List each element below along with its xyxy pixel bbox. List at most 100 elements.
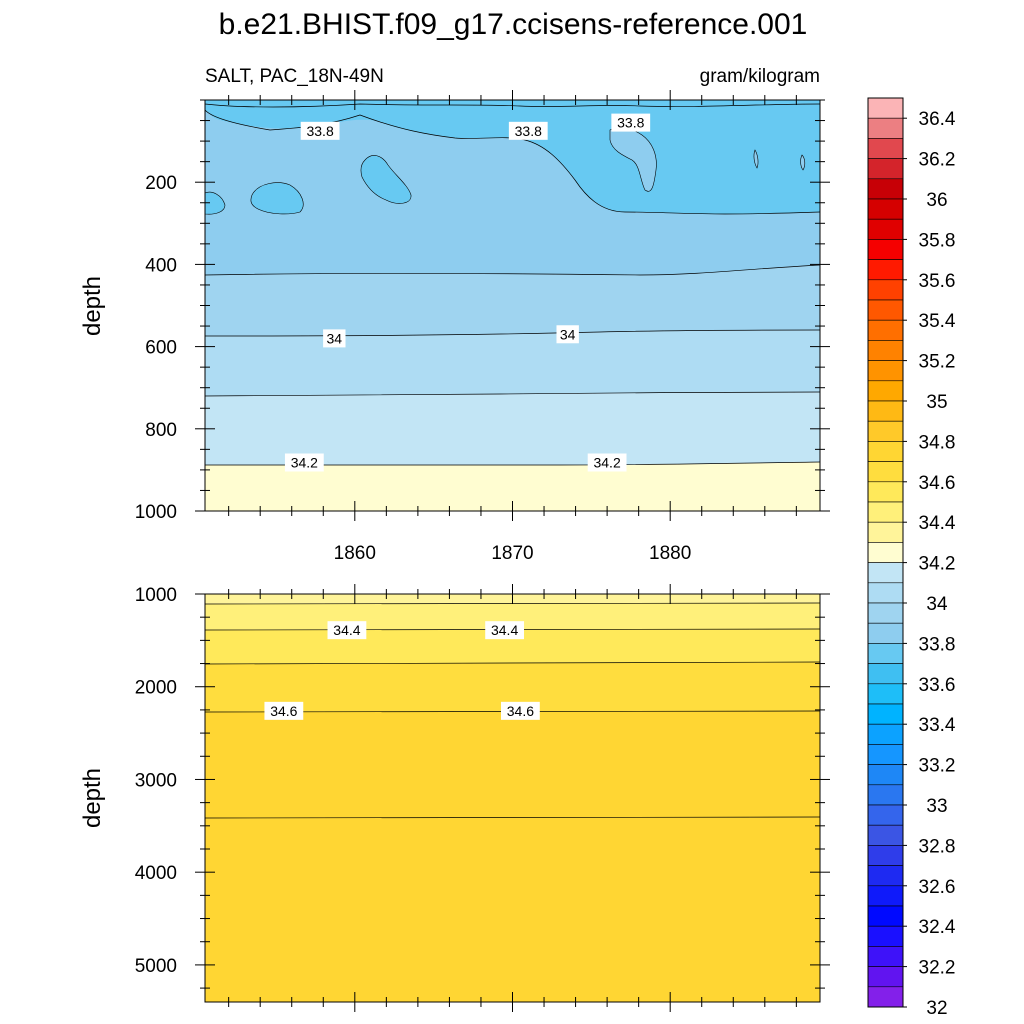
colorbar-label: 35 (926, 392, 947, 413)
contour-label-box (284, 453, 324, 472)
colorbar-swatch (867, 117, 904, 139)
colorbar-swatch (867, 824, 904, 846)
upper-contour-labels: 33.8 33.8 33.8 34 34 34.2 34.2 (284, 113, 651, 472)
contour-label: 34.6 (270, 703, 297, 719)
colorbar-label: 35.6 (919, 271, 956, 292)
y-tick-label: 200 (145, 173, 177, 194)
contour-34.7-line (204, 816, 821, 819)
colorbar-label: 34.2 (919, 554, 956, 575)
colorbar-label: 34.4 (919, 513, 956, 534)
colorbar-swatch (867, 259, 904, 281)
y-tick-label: 1000 (135, 502, 177, 523)
colorbar-swatch (867, 501, 904, 523)
contour-label-box (556, 325, 579, 344)
y-tick-label: 1000 (135, 585, 177, 606)
colorbar-swatch (867, 845, 904, 866)
y-tick-label: 400 (145, 255, 177, 276)
contour-label: 34.4 (491, 622, 518, 638)
colorbar-swatch (867, 663, 904, 685)
colorbar-swatch (867, 602, 904, 624)
colorbar-swatch (867, 723, 904, 745)
colorbar-label: 32 (926, 998, 947, 1019)
colorbar-label: 34.8 (919, 432, 956, 453)
colorbar-label: 33.6 (919, 675, 956, 696)
y-tick-label: 2000 (135, 678, 177, 699)
contour-34.5-line (204, 661, 821, 665)
x-tick-label: 1860 (334, 543, 376, 564)
lower-y-ticks: 1000 2000 3000 4000 5000 (135, 585, 830, 989)
lower-y-axis-title: depth (79, 768, 106, 828)
colorbar-label: 33.2 (919, 756, 956, 777)
contour-34.3-line (204, 602, 821, 605)
chart-title: b.e21.BHIST.f09_g17.ccisens-reference.00… (219, 8, 808, 41)
contour-label-box (327, 621, 367, 640)
lower-contour-labels: 34.4 34.4 34.6 34.6 (264, 621, 540, 720)
colorbar-swatch (867, 97, 904, 119)
colorbar-label: 32.6 (919, 877, 956, 898)
colorbar-swatch (867, 319, 904, 341)
colorbar-label: 34.6 (919, 473, 956, 494)
x-tick-label: 1880 (649, 543, 691, 564)
contour-label: 34 (560, 326, 576, 342)
y-tick-label: 600 (145, 338, 177, 359)
colorbar-swatch (867, 299, 904, 321)
contour-label-box (323, 329, 346, 348)
colorbar-swatch (867, 966, 904, 988)
colorbar-swatch (867, 461, 904, 483)
colorbar-label: 32.4 (919, 917, 956, 938)
upper-patch-6 (800, 154, 806, 171)
contour-label: 33.8 (617, 115, 644, 131)
y-tick-label: 4000 (135, 863, 177, 884)
upper-patch-5 (753, 149, 759, 169)
colorbar-swatch (867, 643, 904, 664)
colorbar-swatch (867, 420, 904, 442)
contour-label: 34 (327, 330, 343, 346)
colorbar-swatch (867, 946, 904, 967)
contour-label: 34.4 (333, 622, 360, 638)
colorbar-swatch (867, 744, 904, 765)
colorbar-label: 33.8 (919, 634, 956, 655)
colorbar-swatch (867, 622, 904, 644)
contour-34.1-line (204, 391, 821, 397)
contour-label-box (485, 621, 525, 640)
colorbar-swatch (867, 784, 904, 806)
colorbar-swatch (867, 239, 904, 260)
lower-panel: 1000 2000 3000 4000 5000 34.4 34.4 34.6 34.6 de… (79, 584, 830, 1012)
colorbar-swatch (867, 582, 904, 604)
colorbar-swatch (867, 441, 904, 462)
contour-label: 34.2 (593, 455, 620, 471)
contour-label-box (300, 121, 340, 140)
colorbar-label: 36.4 (919, 109, 956, 130)
contour-label: 33.8 (306, 123, 333, 139)
colorbar-swatch (867, 360, 904, 382)
contour-label: 33.8 (515, 123, 542, 139)
colorbar-swatch (867, 905, 904, 927)
upper-patch-3 (360, 155, 412, 204)
colorbar-swatch (867, 340, 904, 361)
y-tick-label: 800 (145, 420, 177, 441)
colorbar-swatch (867, 703, 904, 725)
contour-label: 34.2 (291, 455, 318, 471)
colorbar-swatch (867, 764, 904, 786)
colorbar: 36.4 36.2 36 35.8 35.6 35.4 35.2 35 34.8 34.6 34.4… (867, 97, 956, 1019)
colorbar-swatch (867, 562, 904, 584)
colorbar-swatch (867, 218, 904, 240)
subtitle-units: gram/kilogram (700, 66, 820, 87)
colorbar-swatch (867, 138, 904, 159)
y-tick-label: 5000 (135, 956, 177, 977)
upper-patch-2 (250, 182, 304, 215)
x-tick-label: 1870 (491, 543, 533, 564)
colorbar-label: 33 (926, 796, 947, 817)
colorbar-label: 33.4 (919, 715, 956, 736)
contour-label-box (500, 701, 540, 720)
colorbar-swatch (867, 925, 904, 947)
colorbar-swatch (867, 178, 904, 200)
colorbar-swatch (867, 400, 904, 422)
contour-label: 34.6 (507, 703, 534, 719)
contour-label-box (587, 453, 627, 472)
upper-y-ticks: 200 400 600 800 1000 (135, 99, 830, 523)
upper-patch-1 (204, 191, 226, 215)
colorbar-swatch (867, 521, 904, 543)
